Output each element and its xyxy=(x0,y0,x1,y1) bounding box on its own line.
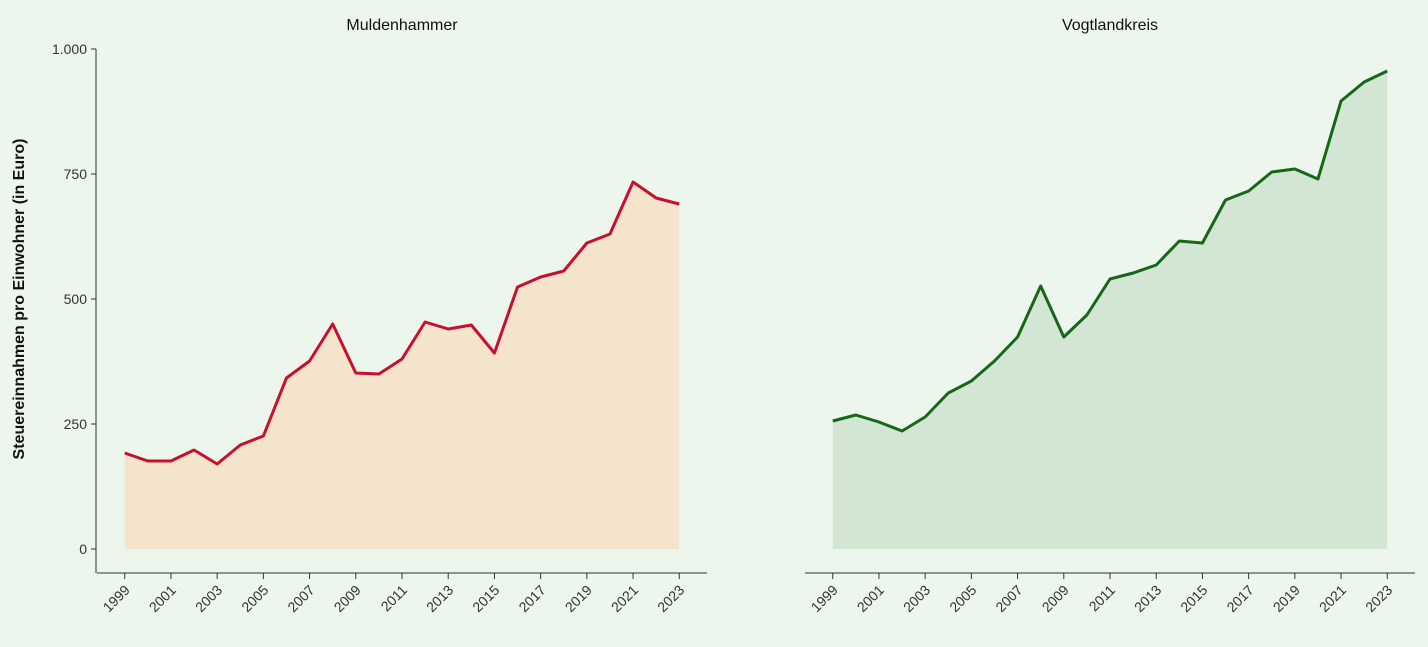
x-tick-label: 2023 xyxy=(654,582,687,615)
x-tick-label: 2021 xyxy=(608,582,641,615)
y-tick-label: 0 xyxy=(79,541,87,557)
y-tick-label: 500 xyxy=(64,291,88,307)
x-tick-label: 2021 xyxy=(1316,582,1349,615)
x-tick-label: 2009 xyxy=(1039,582,1072,615)
panel-title: Vogtlandkreis xyxy=(1062,17,1158,34)
x-tick-label: 2007 xyxy=(992,582,1025,615)
panel-title: Muldenhammer xyxy=(346,17,458,34)
y-tick-label: 750 xyxy=(64,166,88,182)
x-tick-label: 2023 xyxy=(1362,582,1395,615)
line xyxy=(832,69,1388,433)
x-tick-label: 2003 xyxy=(900,582,933,615)
x-tick-label: 2019 xyxy=(1270,582,1303,615)
x-tick-label: 2001 xyxy=(146,582,179,615)
x-tick-label: 2017 xyxy=(515,582,548,615)
x-tick-label: 2003 xyxy=(192,582,225,615)
x-tick-label: 2007 xyxy=(284,582,317,615)
x-tick-label: 2005 xyxy=(238,582,271,615)
area xyxy=(124,182,680,549)
x-tick-label: 2015 xyxy=(1177,582,1210,615)
x-tick-label: 2001 xyxy=(854,582,887,615)
line xyxy=(124,180,680,466)
x-tick-label: 2005 xyxy=(946,582,979,615)
x-tick-label: 2013 xyxy=(1131,582,1164,615)
x-tick-label: 2011 xyxy=(378,582,411,615)
y-tick-label: 1.000 xyxy=(52,41,87,57)
x-tick-label: 2019 xyxy=(562,582,595,615)
y-tick-label: 250 xyxy=(64,416,88,432)
y-axis-label: Steuereinnahmen pro Einwohner (in Euro) xyxy=(11,139,28,460)
x-tick-label: 2011 xyxy=(1086,582,1119,615)
x-tick-label: 2015 xyxy=(469,582,502,615)
x-tick-label: 1999 xyxy=(100,582,133,615)
area xyxy=(832,71,1388,549)
x-tick-label: 1999 xyxy=(808,582,841,615)
x-tick-label: 2009 xyxy=(331,582,364,615)
x-tick-label: 2013 xyxy=(423,582,456,615)
x-tick-label: 2017 xyxy=(1223,582,1256,615)
